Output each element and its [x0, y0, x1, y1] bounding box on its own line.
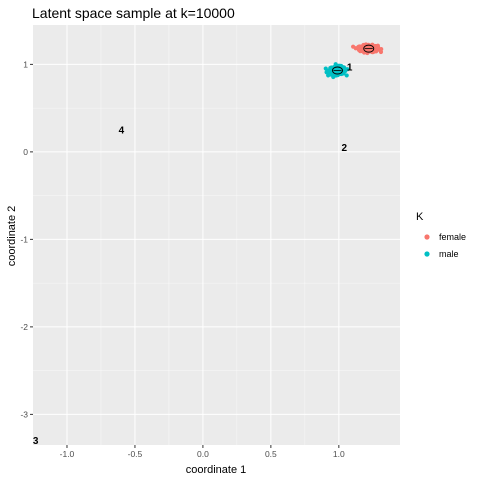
point-female: [379, 46, 384, 52]
point-female: [374, 46, 379, 51]
point-female: [357, 47, 362, 52]
legend-key-female: [424, 234, 430, 240]
legend-key-male: [424, 251, 430, 257]
point-female: [368, 47, 373, 52]
legend-label-male: male: [439, 249, 459, 259]
annotation-label: 1: [347, 63, 353, 74]
annotation-label: 2: [341, 143, 347, 154]
legend-label-female: female: [439, 232, 466, 242]
x-tick-label: 0.0: [197, 449, 209, 459]
annotation-label: 3: [33, 436, 39, 447]
legend: K female male: [416, 211, 466, 259]
y-tick-label: 0: [23, 147, 28, 157]
ticks-layer: -1.0 -0.5 0.0 0.5 1.0 -3 -2 -1 0 1: [20, 59, 345, 459]
centroid-marker: [332, 66, 343, 75]
y-tick-label: -1: [20, 234, 28, 244]
x-tick-label: -0.5: [128, 449, 143, 459]
plot-panel: [33, 25, 400, 445]
legend-title: K: [416, 211, 424, 223]
annotations-layer: 1 2 3 4: [33, 63, 353, 448]
chart-title: Latent space sample at k=10000: [32, 5, 235, 21]
point-male: [345, 67, 350, 72]
annotation-label: 4: [119, 126, 125, 137]
point-male: [330, 66, 335, 71]
x-axis-title: coordinate 1: [186, 464, 247, 476]
y-tick-label: -3: [20, 409, 28, 419]
x-tick-label: 1.0: [333, 449, 345, 459]
y-axis-title: coordinate 2: [6, 206, 18, 267]
y-tick-label: -2: [20, 322, 28, 332]
point-female: [353, 46, 358, 51]
y-tick-label: 1: [23, 59, 28, 69]
point-male: [344, 73, 349, 78]
x-tick-label: -1.0: [60, 449, 75, 459]
x-tick-label: 0.5: [265, 449, 277, 459]
points-layer: [323, 42, 384, 80]
centroid-marker: [363, 44, 375, 53]
panel-background: [33, 25, 400, 445]
